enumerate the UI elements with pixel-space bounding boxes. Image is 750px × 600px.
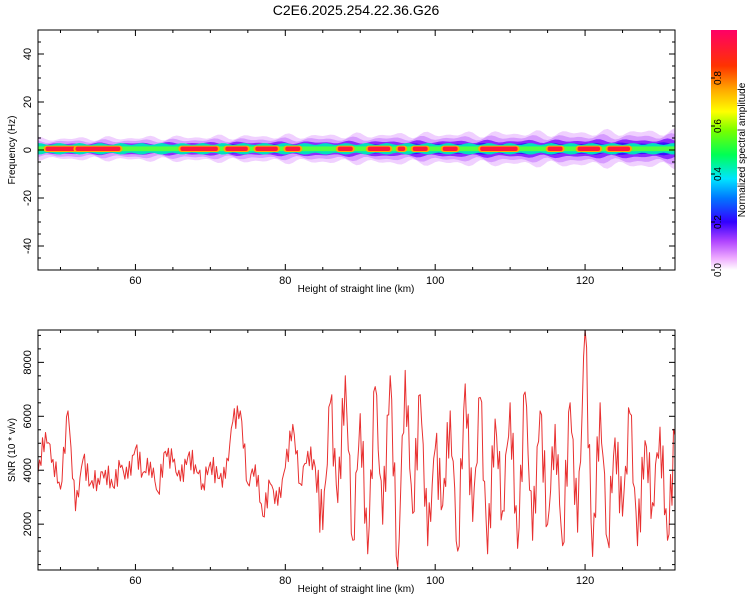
y-tick-label: -20: [22, 190, 34, 206]
y-tick-label: 40: [22, 48, 34, 60]
snr-frame: [37, 329, 676, 571]
snr-background: [38, 330, 675, 570]
y-tick-label: 4000: [22, 458, 34, 482]
spectrogram-peak: [255, 146, 278, 151]
spectrogram-axes: 60 80 100 120 -40 -20 0 20 40: [22, 29, 675, 287]
spectrogram-heatmap: [38, 127, 675, 170]
spectrogram-peak: [397, 146, 406, 151]
colorbar: 0.0 0.2 0.4 0.6 0.8 Normalized spectral ampl…: [711, 30, 748, 277]
colorbar-tick-label: 0.8: [713, 71, 724, 85]
x-tick-label: 120: [576, 275, 594, 287]
spectrogram-xlabel: Height of straight line (km): [298, 284, 415, 295]
spectrogram-peak: [225, 146, 248, 151]
x-tick-label: 60: [129, 575, 141, 587]
colorbar-tick-label: 0.2: [713, 215, 724, 229]
y-tick-label: 8000: [22, 350, 34, 374]
x-tick-label: 120: [576, 575, 594, 587]
snr-series-line: [38, 330, 675, 568]
snr-xlabel: Height of straight line (km): [298, 584, 415, 595]
y-tick-label: -40: [22, 238, 34, 254]
colorbar-tick-label: 0.6: [713, 119, 724, 133]
spectrogram-peak: [577, 146, 601, 151]
x-tick-label: 60: [129, 275, 141, 287]
spectrogram-peak: [45, 146, 76, 151]
y-tick-label: 20: [22, 96, 34, 108]
spectrogram-ylabel: Frequency (Hz): [7, 116, 18, 185]
colorbar-label: Normalized spectral amplitude: [737, 82, 748, 217]
spectrogram-peak: [180, 146, 218, 151]
spectrogram-panel: 60 80 100 120 -40 -20 0 20 40 Height of straight…: [7, 29, 676, 295]
y-tick-label: 2000: [22, 512, 34, 536]
spectrogram-peak: [412, 146, 428, 151]
colorbar-ticks: 0.0 0.2 0.4 0.6 0.8: [711, 71, 724, 277]
spectrogram-peak: [75, 146, 121, 151]
y-tick-label: 6000: [22, 404, 34, 428]
colorbar-tick-label: 0.0: [713, 263, 724, 277]
x-tick-label: 100: [426, 275, 444, 287]
snr-panel: 60 80 100 120 2000 4000 6000 8000 Height of str…: [7, 329, 676, 595]
spectrogram-peak: [547, 146, 563, 151]
colorbar-tick-label: 0.4: [713, 167, 724, 181]
spectrogram-peak: [367, 146, 391, 151]
snr-ylabel: SNR (10 * v/v): [7, 418, 18, 482]
spectrogram-peak: [337, 146, 353, 151]
spectrogram-inner-band: [38, 146, 675, 152]
spectrogram-peak: [285, 146, 301, 151]
x-tick-label: 80: [279, 275, 291, 287]
spectrogram-peak: [607, 146, 631, 151]
x-tick-label: 100: [426, 575, 444, 587]
y-tick-label: 0: [22, 147, 34, 153]
colorbar-gradient: [711, 30, 737, 270]
chart-title: C2E6.2025.254.22.36.G26: [273, 2, 440, 18]
snr-axes: 60 80 100 120 2000 4000 6000 8000: [22, 330, 675, 587]
spectrogram-peak: [480, 146, 518, 151]
x-tick-label: 80: [279, 575, 291, 587]
spectrogram-peak: [442, 146, 458, 151]
